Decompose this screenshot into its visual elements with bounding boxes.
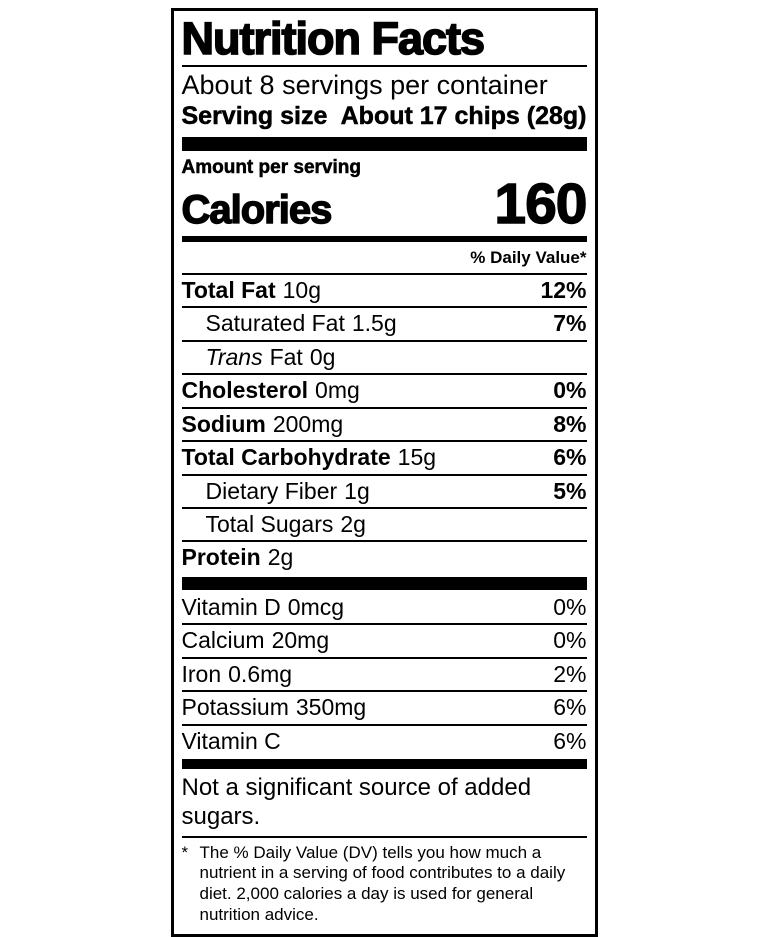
serving-size-label: Serving size	[181, 102, 328, 131]
calories-label: Calories	[181, 187, 333, 232]
daily-value-header: % Daily Value*	[181, 244, 587, 275]
dv-value: 6%	[553, 727, 587, 754]
dv-value: 5%	[553, 477, 587, 504]
nutrient-row-trans-fat: Trans Fat 0g	[181, 342, 587, 376]
dv-value: 6%	[553, 694, 587, 721]
dv-value: 0%	[553, 377, 587, 404]
micronutrient-row-potassium: Potassium 350mg 6%	[181, 692, 587, 726]
servings-per-container: About 8 servings per container	[181, 70, 548, 101]
dv-value: 0%	[553, 627, 587, 654]
dv-value: 12%	[540, 276, 587, 303]
nutrient-row-total-sugars: Total Sugars 2g	[181, 509, 587, 543]
calories-value: 160	[494, 171, 589, 236]
divider-medium-calories	[181, 235, 587, 242]
dv-value: 8%	[553, 410, 587, 437]
amount-per-serving-label: Amount per serving	[181, 157, 361, 179]
not-significant-note: Not a significant source of added sugars…	[181, 771, 587, 838]
label-title: Nutrition Facts	[181, 13, 587, 68]
dv-value: 0%	[553, 593, 587, 620]
dv-value: 2%	[553, 660, 587, 687]
micronutrient-row-calcium: Calcium 20mg 0%	[181, 625, 587, 659]
divider-thick-protein	[181, 576, 587, 590]
nutrient-row-saturated-fat: Saturated Fat 1.5g 7%	[181, 308, 587, 342]
nutrient-row-total-fat: Total Fat 10g 12%	[181, 275, 587, 309]
calories-row: Calories 160	[181, 171, 589, 236]
nutrition-facts-label: Nutrition Facts About 8 servings per con…	[170, 8, 598, 937]
footnote-text: The % Daily Value (DV) tells you how muc…	[199, 842, 566, 924]
micronutrient-row-vitamin-c: Vitamin C 6%	[181, 727, 587, 754]
divider-thick-vitamin-c	[181, 759, 587, 770]
nutrient-row-dietary-fiber: Dietary Fiber 1g 5%	[181, 476, 587, 509]
nutrient-row-cholesterol: Cholesterol 0mg 0%	[181, 375, 587, 409]
dv-value: 7%	[553, 310, 587, 337]
serving-size-row: Serving size About 17 chips (28g)	[181, 101, 587, 135]
nutrient-row-sodium: Sodium 200mg 8%	[181, 409, 587, 443]
footnote-asterisk: *	[181, 842, 189, 862]
daily-value-footnote: * The % Daily Value (DV) tells you how m…	[182, 838, 587, 926]
micronutrient-row-vitamin-d: Vitamin D 0mcg 0%	[181, 592, 587, 626]
serving-size-value: About 17 chips (28g)	[340, 102, 587, 131]
nutrient-row-protein: Protein 2g	[181, 544, 294, 571]
dv-value: 6%	[553, 444, 587, 471]
nutrient-row-total-carbohydrate: Total Carbohydrate 15g 6%	[181, 442, 587, 476]
micronutrient-row-iron: Iron 0.6mg 2%	[181, 659, 587, 693]
divider-thick-top	[181, 137, 587, 152]
